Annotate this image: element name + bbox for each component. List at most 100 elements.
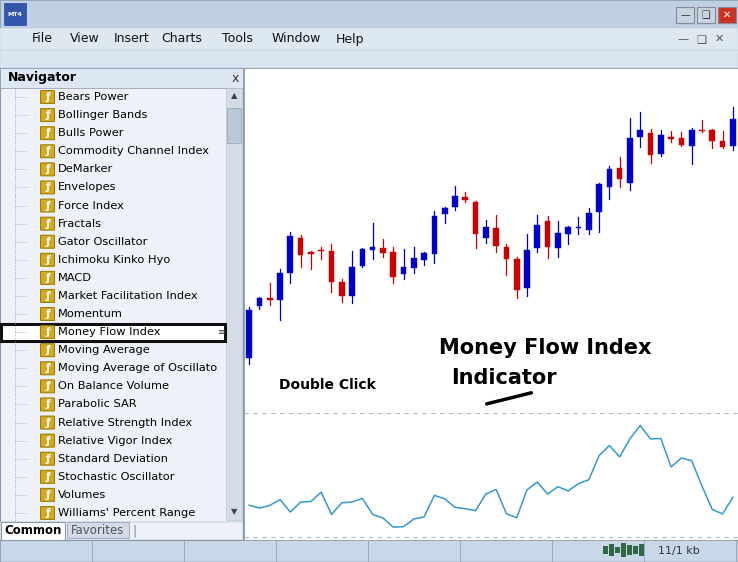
Text: ƒ: ƒ	[45, 382, 49, 391]
FancyBboxPatch shape	[41, 380, 55, 393]
Bar	[627, 138, 632, 183]
Text: ƒ: ƒ	[45, 345, 49, 355]
Bar	[524, 251, 530, 288]
Text: Momentum: Momentum	[58, 309, 123, 319]
Bar	[246, 310, 252, 359]
Text: DeMarker: DeMarker	[58, 164, 113, 174]
Bar	[565, 226, 571, 234]
Bar	[718, 7, 736, 23]
Text: Fractals: Fractals	[58, 219, 102, 229]
Text: ❑: ❑	[696, 34, 706, 44]
Bar	[421, 252, 427, 260]
Text: Ichimoku Kinko Hyo: Ichimoku Kinko Hyo	[58, 255, 170, 265]
Text: ƒ: ƒ	[45, 273, 49, 283]
Bar	[621, 543, 626, 557]
Bar	[493, 228, 499, 246]
Text: ƒ: ƒ	[45, 508, 49, 518]
Bar	[697, 7, 715, 23]
Text: —: —	[680, 10, 690, 20]
Bar	[463, 197, 468, 200]
Bar	[676, 7, 694, 23]
Bar	[0, 68, 243, 88]
FancyBboxPatch shape	[41, 181, 55, 194]
Text: Relative Strength Index: Relative Strength Index	[58, 418, 192, 428]
Text: Double Click: Double Click	[279, 378, 376, 392]
Text: ƒ: ƒ	[45, 110, 49, 120]
Text: ƒ: ƒ	[45, 164, 49, 174]
Bar	[0, 50, 738, 68]
FancyBboxPatch shape	[41, 398, 55, 411]
Text: 11/1 kb: 11/1 kb	[658, 546, 700, 556]
Bar	[0, 28, 738, 50]
FancyBboxPatch shape	[41, 235, 55, 248]
Bar	[0, 522, 243, 540]
Bar	[639, 544, 644, 556]
Text: ƒ: ƒ	[45, 400, 49, 410]
FancyBboxPatch shape	[41, 470, 55, 483]
Bar	[339, 282, 345, 296]
Text: On Balance Volume: On Balance Volume	[58, 382, 169, 391]
Text: Bears Power: Bears Power	[58, 92, 128, 102]
Bar	[0, 68, 243, 540]
Bar	[390, 252, 396, 277]
Text: ƒ: ƒ	[45, 291, 49, 301]
FancyBboxPatch shape	[41, 145, 55, 158]
Text: Parabolic SAR: Parabolic SAR	[58, 400, 137, 410]
Bar	[503, 247, 509, 259]
Bar	[4, 3, 26, 25]
Text: MACD: MACD	[58, 273, 92, 283]
Bar	[730, 119, 736, 146]
Text: Help: Help	[336, 33, 365, 46]
Text: Standard Deviation: Standard Deviation	[58, 454, 168, 464]
FancyBboxPatch shape	[41, 307, 55, 320]
Bar	[658, 134, 663, 155]
Bar	[359, 248, 365, 266]
FancyBboxPatch shape	[41, 271, 55, 284]
Bar	[514, 259, 520, 290]
FancyBboxPatch shape	[41, 416, 55, 429]
Bar	[1, 324, 225, 341]
Bar	[67, 522, 129, 538]
Text: Indicator: Indicator	[451, 368, 556, 388]
Text: ƒ: ƒ	[45, 201, 49, 211]
Text: ƒ: ƒ	[45, 183, 49, 192]
Bar	[257, 298, 262, 306]
Bar	[411, 258, 417, 268]
Bar	[227, 108, 241, 143]
Bar	[308, 252, 314, 253]
FancyBboxPatch shape	[41, 506, 55, 519]
Bar	[267, 298, 272, 300]
FancyBboxPatch shape	[41, 108, 55, 121]
Bar	[432, 216, 437, 254]
Bar	[720, 141, 725, 147]
Text: Window: Window	[272, 33, 321, 46]
FancyBboxPatch shape	[41, 325, 55, 339]
Bar	[648, 133, 653, 155]
Bar	[678, 138, 684, 146]
Text: —: —	[677, 34, 689, 44]
Text: ƒ: ƒ	[45, 490, 49, 500]
Text: Tools: Tools	[221, 33, 252, 46]
Text: ƒ: ƒ	[45, 472, 49, 482]
Text: ƒ: ƒ	[45, 309, 49, 319]
FancyBboxPatch shape	[41, 452, 55, 465]
Bar	[0, 0, 738, 28]
Bar	[226, 88, 242, 520]
Text: Force Index: Force Index	[58, 201, 124, 211]
Bar	[669, 137, 674, 139]
Text: File: File	[32, 33, 52, 46]
Bar	[244, 68, 738, 540]
Bar	[617, 168, 622, 179]
FancyBboxPatch shape	[41, 289, 55, 302]
Bar	[709, 130, 715, 140]
Text: Common: Common	[4, 524, 62, 537]
Text: Bollinger Bands: Bollinger Bands	[58, 110, 148, 120]
Text: ƒ: ƒ	[45, 363, 49, 373]
Bar	[370, 247, 376, 250]
Text: ƒ: ƒ	[45, 237, 49, 247]
Text: ✕: ✕	[723, 10, 731, 20]
Bar	[576, 227, 582, 228]
FancyBboxPatch shape	[41, 163, 55, 176]
Text: Moving Average: Moving Average	[58, 345, 150, 355]
Text: Money Flow Index: Money Flow Index	[439, 338, 652, 358]
